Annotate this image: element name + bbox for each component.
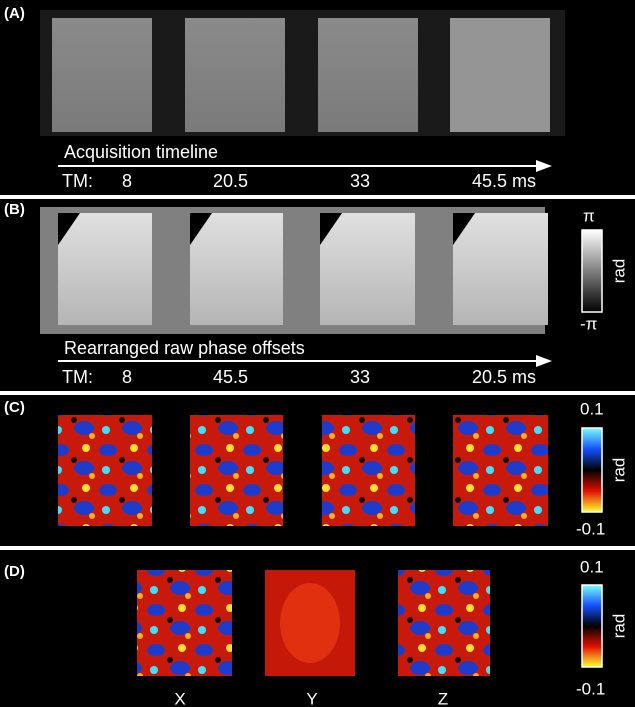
colorbar: [582, 428, 602, 512]
caption: Acquisition timeline: [64, 142, 218, 162]
colorbar-min: -π: [580, 314, 597, 333]
separator: [0, 391, 635, 395]
tm-value: 45.5: [213, 367, 248, 387]
separator: [0, 546, 635, 550]
axis-label: Y: [306, 689, 317, 707]
tm-label: TM:: [62, 367, 93, 387]
colorbar: [582, 230, 602, 312]
tm-value: 8: [122, 367, 132, 387]
colorbar: [582, 585, 602, 667]
caption: Rearranged raw phase offsets: [64, 338, 305, 358]
colorbar-unit: rad: [609, 259, 628, 284]
tm-label: TM:: [62, 171, 93, 191]
colorbar-unit: rad: [609, 614, 628, 639]
tm-value: 20.5: [213, 171, 248, 191]
panel-label: (B): [4, 201, 25, 218]
tm-value: 33: [350, 171, 370, 191]
tm-value: 45.5 ms: [472, 171, 536, 191]
separator: [0, 195, 635, 199]
axis-images: [137, 570, 490, 676]
colorbar-max: π: [583, 206, 595, 225]
colorbar-min: -0.1: [576, 519, 605, 538]
panel-label: (C): [4, 399, 25, 416]
panel-label: (D): [4, 563, 25, 580]
tm-value: 33: [350, 367, 370, 387]
colorbar-unit: rad: [609, 458, 628, 483]
tm-value: 8: [122, 171, 132, 191]
difference-images: [58, 415, 548, 526]
colorbar-max: 0.1: [580, 557, 604, 576]
colorbar-min: -0.1: [576, 679, 605, 698]
tm-value: 20.5 ms: [472, 367, 536, 387]
colorbar-max: 0.1: [580, 399, 604, 418]
axis-label: X: [174, 689, 185, 707]
panel-label: (A): [4, 5, 25, 22]
axis-label: Z: [438, 689, 448, 707]
figure: (A) Acquisition timeline TM: 8 20.5 33 4…: [0, 0, 635, 707]
